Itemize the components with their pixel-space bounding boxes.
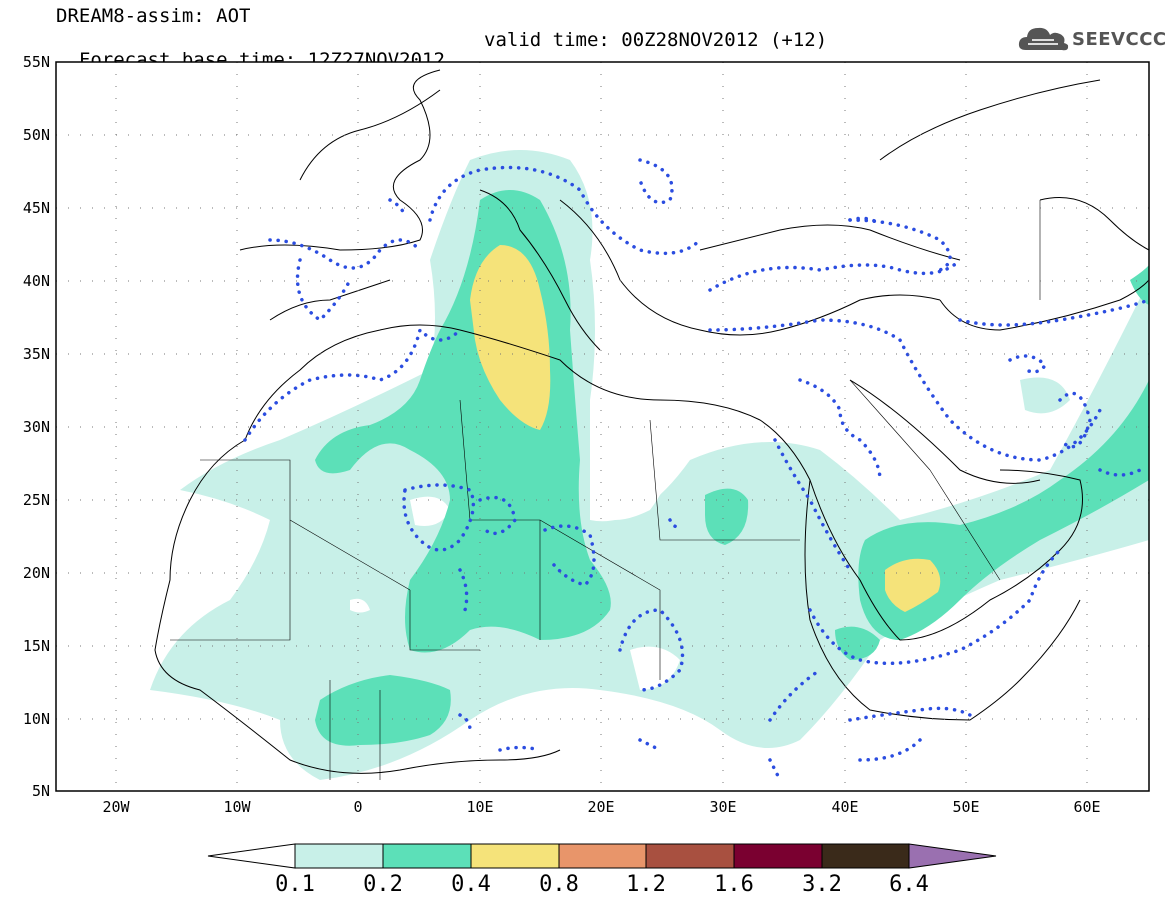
colorbar-swatch [558, 843, 647, 869]
coastlines [154, 69, 1149, 774]
logo-text: SEEVCCC [1072, 29, 1165, 50]
lon-tick: 0 [353, 798, 362, 816]
colorbar-label: 0.1 [275, 872, 315, 897]
lat-tick: 50N [23, 126, 50, 144]
colorbar-swatch [821, 843, 910, 869]
colorbar-label: 6.4 [889, 872, 929, 897]
lat-tick: 15N [23, 637, 50, 655]
colorbar-swatch [645, 843, 735, 869]
valid-time: valid time: 00Z28NOV2012 (+12) [484, 29, 828, 51]
lat-tick: 35N [23, 345, 50, 363]
aot-field-0.4 [470, 245, 941, 612]
lat-tick: 20N [23, 564, 50, 582]
colorbar-swatch [733, 843, 823, 869]
map-frame [55, 61, 1150, 792]
colorbar-swatch [382, 843, 472, 869]
colorbar-swatch [470, 843, 560, 869]
title-line: DREAM8-assim: AOT [56, 5, 251, 27]
lat-tick: 5N [32, 782, 50, 800]
lat-tick: 45N [23, 199, 50, 217]
seevccc-logo: SEEVCCC [1018, 24, 1165, 54]
cloud-icon [1018, 27, 1069, 51]
colorbar-label: 1.6 [714, 872, 754, 897]
colorbar-label: 0.2 [363, 872, 403, 897]
lat-axis: 55N 50N 45N 40N 35N 30N 25N 20N 15N 10N … [23, 53, 50, 800]
colorbar-over-arrow [908, 843, 997, 869]
aot-low-regions [350, 412, 680, 690]
colorbar-label: 1.2 [626, 872, 666, 897]
lon-tick: 20E [587, 798, 614, 816]
colorbar-label: 0.8 [539, 872, 579, 897]
lon-tick: 60E [1073, 798, 1100, 816]
dust-contours [243, 158, 1149, 782]
lat-tick: 55N [23, 53, 50, 71]
colorbar [207, 843, 997, 869]
lon-tick: 10E [466, 798, 493, 816]
lon-tick: 40E [831, 798, 858, 816]
colorbar-under-arrow [207, 843, 296, 869]
lat-tick: 10N [23, 710, 50, 728]
colorbar-swatch [294, 843, 384, 869]
borders [170, 200, 1041, 780]
lat-tick: 25N [23, 491, 50, 509]
lon-tick: 30E [709, 798, 736, 816]
lat-tick: 40N [23, 272, 50, 290]
lon-tick: 10W [223, 798, 251, 816]
colorbar-label: 0.4 [451, 872, 491, 897]
lon-tick: 50E [952, 798, 979, 816]
lon-tick: 20W [102, 798, 130, 816]
lon-axis: 20W 10W 0 10E 20E 30E 40E 50E 60E [102, 798, 1100, 816]
colorbar-label: 3.2 [802, 872, 842, 897]
lat-tick: 30N [23, 418, 50, 436]
